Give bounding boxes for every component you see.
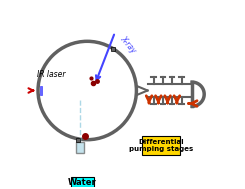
Text: X-ray: X-ray (118, 34, 137, 55)
Bar (76, 138, 80, 142)
Bar (76, 142, 84, 153)
Text: Water: Water (68, 177, 96, 187)
Text: IR laser: IR laser (37, 70, 66, 79)
Text: Differential
pumping stages: Differential pumping stages (129, 139, 193, 152)
FancyBboxPatch shape (142, 136, 180, 156)
Bar (111, 47, 115, 51)
FancyBboxPatch shape (71, 177, 94, 187)
Bar (40, 86, 42, 95)
